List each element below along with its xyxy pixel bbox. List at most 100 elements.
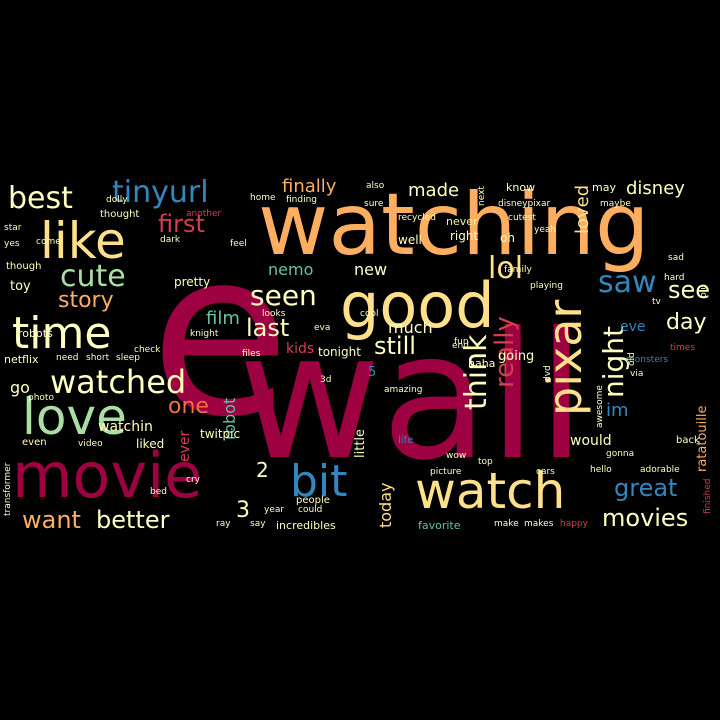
word-year: year [264,505,285,515]
word-finding: finding [286,195,318,205]
word-may: may [592,181,616,194]
word-incredibles: incredibles [276,519,336,532]
word-ever: ever [177,430,193,462]
word-disneypixar: disneypixar [498,199,551,209]
word-made: made [408,180,460,201]
word-monsters: monsters [626,355,669,365]
word-photo: photo [28,393,54,403]
word-netflix: netflix [4,353,39,366]
word-nemo: nemo [268,260,314,279]
word-people: people [296,495,330,506]
word-could: could [298,505,323,515]
word-thought: thought [100,209,140,220]
word-knight: knight [190,329,219,339]
word-would: would [570,433,612,449]
word-adorable: adorable [640,465,680,475]
word-im: im [606,400,629,421]
word-oh: oh [500,231,515,245]
word-gonna: gonna [606,449,635,459]
word-sure: sure [364,199,384,209]
word-time: time [12,308,112,359]
word-tv: tv [652,297,661,307]
word-eve: eve [620,319,646,335]
word-family: family [504,265,532,275]
word-new: new [354,260,388,279]
word-e: e [150,201,291,467]
word-first: first [158,210,205,238]
word-3d: 3d [320,375,332,385]
word-great: great [614,474,678,502]
word-awesome: awesome [595,385,605,428]
word-story: story [58,288,114,313]
word-saw: saw [598,265,657,300]
word-picture: picture [430,467,462,477]
word-though: though [6,261,42,272]
word-blu: blu [699,284,709,298]
word-favorite: favorite [418,519,461,532]
word-today: today [376,482,395,529]
word-still: still [374,332,416,360]
word-tonight: tonight [318,345,361,359]
word-ray: ray [216,519,231,529]
word-old: old [627,352,637,366]
word-need: need [56,353,79,363]
word-say: say [250,519,266,529]
word-makes: makes [524,519,554,529]
word-eva: eva [314,323,331,333]
word-bed: bed [150,487,167,497]
word-pretty: pretty [174,275,211,289]
word-movie: movie [12,439,203,512]
word-know: know [506,181,536,194]
word-watching: watching [258,175,650,275]
word-dark: dark [160,235,181,245]
word-finally: finally [282,176,337,197]
word-even: even [22,437,47,448]
word-one: one [168,394,209,419]
word-make: make [494,519,519,529]
word-seen: seen [250,279,317,312]
word-times: times [670,343,696,353]
word-video: video [78,439,103,449]
word-back: back [676,435,700,446]
word-3: 3 [236,498,250,523]
word-right: right [450,229,479,243]
word-fun: fun [454,337,469,347]
word-home: home [250,193,276,203]
word-want: want [22,506,81,534]
word-end: end [452,341,469,351]
word-2: 2 [256,458,269,482]
word-amazing: amazing [384,385,423,395]
word-watched: watched [50,363,187,401]
word-last: last [246,314,290,342]
word-cutest: cutest [508,213,536,223]
word-yes: yes [4,239,20,249]
word-day: day [666,310,707,335]
word-haha: haha [468,357,496,370]
word-top: top [478,457,493,467]
word-star: star [4,223,22,233]
word-watchin: watchin [98,419,153,435]
word-another: another [186,209,222,219]
word-much: much [388,318,433,337]
word-see: see [668,276,711,304]
word-best: best [8,181,73,216]
word-going: going [498,349,535,364]
word-come: come [36,237,61,247]
word-short: short [86,353,110,363]
word-loved: loved [572,184,593,234]
word-like: like [40,212,126,270]
word-via: via [630,369,644,379]
word-go: go [10,378,30,397]
word-hard: hard [664,273,685,283]
word-toy: toy [10,279,31,294]
word-movies: movies [602,504,689,532]
word-tinyurl: tinyurl [112,175,209,210]
word-sad: sad [668,253,684,263]
word-watch: watch [415,462,566,520]
word-well: well [398,233,422,247]
word-yeah: yeah [534,225,557,235]
word-check: check [134,345,161,355]
word-5: 5 [368,365,377,380]
word-files: files [242,349,261,359]
